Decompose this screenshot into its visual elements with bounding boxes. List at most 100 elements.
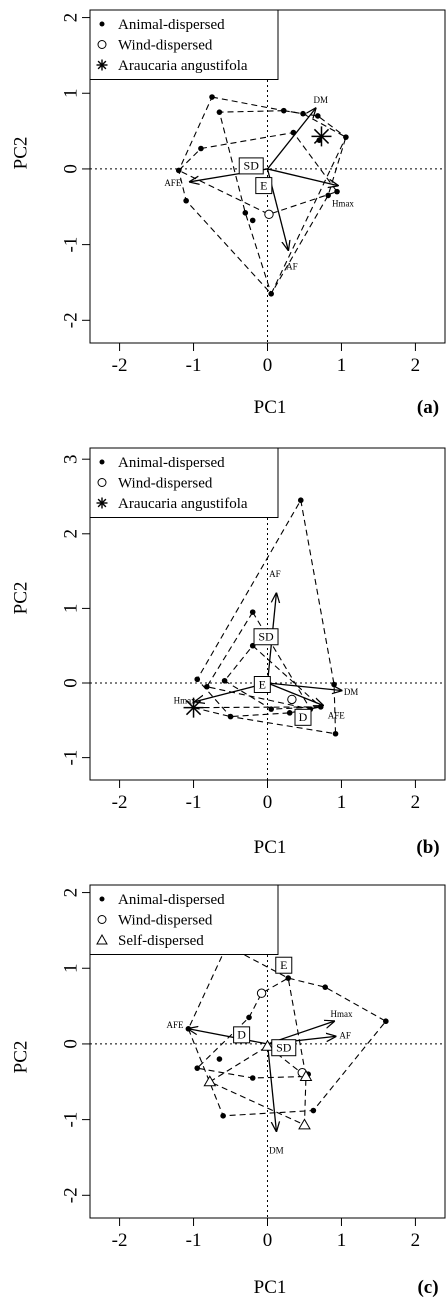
x-tick-label: 0 bbox=[263, 355, 273, 376]
group-box-label: E bbox=[259, 677, 266, 691]
trait-vector bbox=[266, 1043, 277, 1131]
animal-dispersed-point bbox=[290, 129, 297, 136]
y-tick-label: -2 bbox=[60, 312, 81, 328]
trait-vector-label: Hmax bbox=[330, 1009, 352, 1019]
y-tick-label: 2 bbox=[60, 529, 81, 539]
animal-dispersed-point bbox=[175, 167, 182, 174]
animal-dispersed-point bbox=[325, 192, 331, 199]
legend-box bbox=[89, 9, 279, 80]
legend-animal-marker bbox=[99, 21, 105, 27]
group-box-label: D bbox=[237, 1028, 246, 1042]
group-box bbox=[271, 1039, 297, 1057]
animal-dispersed-point bbox=[334, 188, 340, 195]
animal-dispersed-point bbox=[227, 713, 234, 720]
y-tick-label: -1 bbox=[60, 750, 81, 766]
animal-dispersed-point bbox=[246, 1014, 252, 1021]
trait-vector-label: AFE bbox=[167, 1020, 185, 1030]
legend-entry-label: Araucaria angustifola bbox=[118, 496, 248, 512]
legend-asterisk-marker bbox=[96, 497, 108, 509]
group-box-label: SD bbox=[244, 159, 260, 173]
x-axis-label: PC1 bbox=[254, 1277, 287, 1298]
animal-dispersed-point bbox=[220, 1113, 226, 1119]
x-axis-label: PC1 bbox=[254, 397, 287, 418]
asterisk-stroke bbox=[185, 700, 202, 716]
legend-animal-marker bbox=[99, 896, 105, 902]
araucaria-asterisk-point bbox=[183, 697, 204, 718]
animal-dispersed-point bbox=[249, 217, 256, 224]
x-tick-label: 0 bbox=[263, 1230, 273, 1251]
animal-dispersed-point bbox=[216, 109, 223, 115]
group-box-label: SD bbox=[276, 1040, 292, 1054]
group-box bbox=[255, 177, 273, 195]
animal-dispersed-point bbox=[209, 94, 215, 100]
x-tick-label: -1 bbox=[186, 355, 202, 376]
asterisk-stroke bbox=[313, 128, 330, 144]
group-box bbox=[275, 956, 293, 974]
x-tick-label: -2 bbox=[112, 1230, 128, 1251]
animal-dispersed-point bbox=[242, 210, 249, 216]
animal-dispersed-point bbox=[221, 677, 228, 684]
y-tick-label: 1 bbox=[60, 964, 81, 974]
y-axis-label: PC2 bbox=[10, 582, 31, 615]
asterisk-stroke bbox=[97, 60, 107, 70]
animal-dispersed-point bbox=[316, 137, 323, 143]
legend: Animal-dispersed Wind-dispersed Araucaria … bbox=[89, 447, 279, 518]
legend-box bbox=[89, 884, 279, 955]
group-box bbox=[253, 676, 271, 694]
x-tick-label: 2 bbox=[411, 1230, 421, 1251]
trait-vector-label: Hmax bbox=[332, 199, 354, 209]
group-box-label: E bbox=[280, 958, 287, 972]
group-box-label: SD bbox=[258, 630, 274, 644]
animal-dispersed-point bbox=[343, 134, 349, 140]
legend-wind-marker bbox=[97, 40, 107, 49]
self-dispersed-point bbox=[298, 1118, 311, 1130]
legend-entry-label: Araucaria angustifola bbox=[118, 58, 248, 74]
legend-wind-marker bbox=[97, 478, 107, 487]
x-tick-label: 1 bbox=[337, 355, 347, 376]
y-tick-label: 2 bbox=[60, 13, 81, 23]
animal-dispersed-point bbox=[194, 1065, 201, 1071]
x-tick-label: -2 bbox=[112, 792, 128, 813]
animal-dispersed-point bbox=[310, 1107, 317, 1114]
trait-vector bbox=[267, 682, 342, 690]
group-box-label: E bbox=[260, 178, 267, 192]
group-box bbox=[253, 628, 279, 646]
group-box-label: D bbox=[299, 710, 308, 724]
legend-entry-label: Wind-dispersed bbox=[118, 913, 213, 929]
legend-entry-label: Wind-dispersed bbox=[118, 476, 213, 492]
animal-dispersed-point bbox=[383, 1018, 389, 1025]
legend-animal-marker bbox=[99, 459, 105, 465]
panel-b: -2 -1 0 1 2 -1 0 1 2 3 PC1 PC2 (b) AF DM AFE Hmax SD E D Ani… bbox=[10, 447, 446, 858]
animal-dispersed-point bbox=[280, 107, 287, 114]
legend-asterisk-marker bbox=[96, 59, 108, 71]
animal-dispersed-point bbox=[331, 681, 337, 688]
asterisk-stroke bbox=[97, 498, 107, 508]
x-tick-label: 2 bbox=[411, 792, 421, 813]
trait-vector bbox=[267, 682, 323, 705]
animal-dispersed-point bbox=[285, 975, 292, 981]
legend-entry-label: Self-dispersed bbox=[118, 933, 204, 949]
animal-dispersed-point bbox=[249, 609, 256, 615]
animal-dispersed-point bbox=[300, 110, 306, 117]
trait-vector-label: AFE bbox=[164, 178, 182, 188]
animal-dispersed-point bbox=[322, 984, 328, 990]
group-box bbox=[238, 157, 264, 175]
y-tick-label: -1 bbox=[60, 1112, 81, 1128]
trait-vector bbox=[267, 168, 338, 186]
legend: Animal-dispersed Wind-dispersed Self-dispe… bbox=[89, 884, 279, 955]
plot-area: AFE Hmax AF DM E D SD bbox=[90, 885, 445, 1218]
animal-dispersed-point bbox=[286, 710, 293, 716]
panel-label: (a) bbox=[417, 397, 439, 418]
legend-entry-label: Animal-dispersed bbox=[118, 17, 225, 33]
animal-dispersed-point bbox=[268, 706, 274, 712]
trait-vector bbox=[188, 1029, 268, 1045]
wind-dispersed-point bbox=[287, 694, 297, 705]
animal-dispersed-point bbox=[194, 676, 201, 683]
animal-dispersed-point bbox=[216, 1056, 223, 1062]
wind-dispersed-point bbox=[264, 209, 274, 220]
trait-vector-label: DM bbox=[269, 1145, 284, 1155]
y-axis-label: PC2 bbox=[10, 137, 31, 170]
legend-self-marker bbox=[96, 933, 108, 945]
self-dispersed-point bbox=[299, 1069, 313, 1081]
